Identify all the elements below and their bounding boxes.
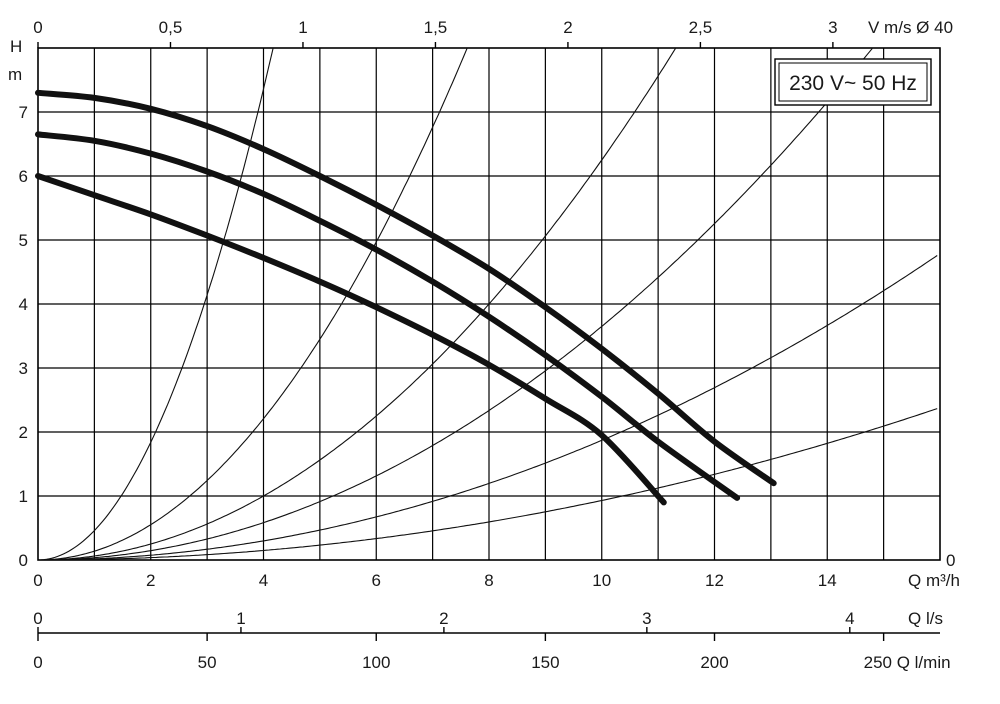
lmin-axis-tick-label: 250 Q l/min [864, 653, 951, 672]
x-tick-label: 4 [259, 571, 268, 590]
pump-curve-2 [35, 131, 741, 501]
y-tick-label: 4 [19, 295, 28, 314]
system-curve-5 [40, 255, 938, 560]
ls-axis-tick-label: 3 [642, 609, 651, 628]
y-axis-unit: m [8, 65, 22, 84]
lmin-axis-tick-label: 150 [531, 653, 559, 672]
system-curve-4 [40, 48, 874, 560]
x-tick-label: 6 [372, 571, 381, 590]
system-curve-2 [40, 48, 468, 560]
y-axis-label: H [10, 37, 22, 56]
system-curve-1 [40, 48, 274, 560]
ls-axis-tick-label: 1 [236, 609, 245, 628]
ls-axis-tick-label: 4 [845, 609, 854, 628]
y-tick-label: 1 [19, 487, 28, 506]
y-tick-label: 3 [19, 359, 28, 378]
system-curve-6 [40, 408, 938, 560]
lmin-axis-tick-label: 100 [362, 653, 390, 672]
plot-frame [37, 47, 941, 561]
ls-axis-label: Q l/s [908, 609, 943, 628]
top-axis-tick-label: 2 [563, 18, 572, 37]
top-axis-tick-label: 1,5 [424, 18, 448, 37]
voltage-annotation-inner [778, 62, 928, 102]
y-tick-label: 0 [19, 551, 28, 570]
y-tick-label: 6 [19, 167, 28, 186]
lmin-axis-tick-label: 200 [700, 653, 728, 672]
voltage-annotation-box [774, 58, 932, 106]
y-tick-label: 2 [19, 423, 28, 442]
ls-axis-tick-label: 2 [439, 609, 448, 628]
pump-curve-1 [35, 89, 777, 487]
top-axis-tick-label: 0,5 [159, 18, 183, 37]
x-tick-label: 10 [592, 571, 611, 590]
top-axis-label: V m/s Ø 40 [868, 18, 953, 37]
x-axis-label: Q m³/h [908, 571, 960, 590]
ls-axis-tick-label: 0 [33, 609, 42, 628]
lmin-axis-tick-label: 0 [33, 653, 42, 672]
lmin-axis-tick-label: 50 [198, 653, 217, 672]
pump-curves [35, 89, 777, 506]
voltage-annotation: 230 V~ 50 Hz [789, 72, 917, 95]
top-axis-tick-label: 2,5 [689, 18, 713, 37]
top-axis-tick-label: 3 [828, 18, 837, 37]
right-axis-zero: 0 [946, 551, 955, 570]
x-tick-label: 0 [33, 571, 42, 590]
y-tick-label: 7 [19, 103, 28, 122]
x-tick-label: 8 [484, 571, 493, 590]
x-tick-label: 14 [818, 571, 837, 590]
x-tick-label: 12 [705, 571, 724, 590]
system-curves [40, 48, 938, 560]
system-curve-3 [40, 48, 677, 560]
pump-curve-3 [35, 173, 667, 506]
top-axis-tick-label: 1 [298, 18, 307, 37]
y-tick-label: 5 [19, 231, 28, 250]
top-axis-tick-label: 0 [33, 18, 42, 37]
x-tick-label: 2 [146, 571, 155, 590]
